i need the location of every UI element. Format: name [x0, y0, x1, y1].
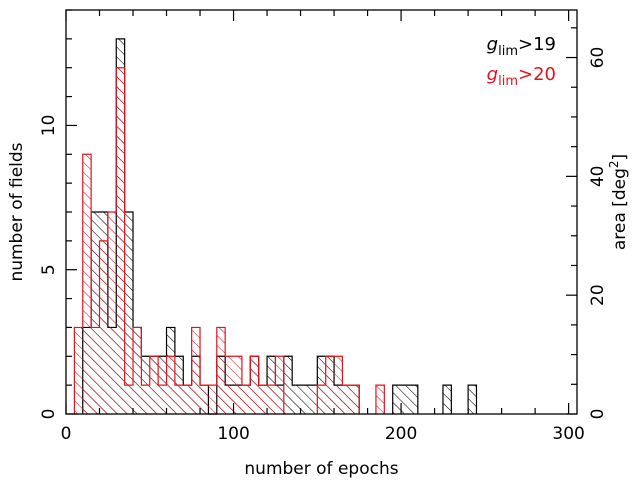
histogram-bar	[107, 212, 117, 414]
histogram-bar	[375, 385, 385, 414]
legend-symbol-main: g	[487, 34, 498, 55]
y2-axis-title-close: ]	[610, 154, 630, 161]
histogram-bar	[74, 327, 83, 414]
x-tick-label: 300	[552, 424, 584, 444]
histogram-bar	[283, 356, 293, 414]
histogram-bar	[183, 385, 192, 414]
y2-tick-label: 20	[588, 284, 608, 306]
legend-symbol-sub: lim	[498, 44, 518, 59]
histogram-bar	[250, 356, 259, 414]
histogram-bar	[141, 385, 150, 414]
y2-axis-title-sup: 2	[607, 160, 621, 168]
x-tick-label: 0	[61, 424, 72, 444]
histogram-bar	[166, 356, 175, 414]
histogram-bar	[200, 385, 209, 414]
legend-symbol-main: g	[487, 64, 498, 85]
histogram-bar	[468, 385, 477, 414]
histogram-bar	[216, 327, 226, 414]
histogram-bar	[350, 385, 360, 414]
legend-symbol-rest: >20	[518, 64, 556, 85]
histogram-bar	[225, 356, 234, 414]
legend-entry-glim19: glim>19	[487, 34, 556, 59]
histogram-bar	[133, 327, 142, 414]
y-tick-label: 10	[39, 115, 59, 137]
histogram-bar	[267, 385, 276, 414]
series-1	[73, 67, 385, 415]
y2-axis-title: area [deg2]	[607, 154, 630, 250]
histogram-bar	[116, 67, 125, 414]
legend: glim>19 glim>20	[487, 34, 556, 89]
histogram-bar	[191, 327, 201, 414]
histogram-bar	[99, 240, 108, 414]
series-layer	[73, 38, 478, 415]
histogram-bar	[174, 385, 184, 414]
histogram-bar	[392, 385, 418, 414]
histogram-bar	[442, 385, 452, 414]
histogram-bar	[124, 385, 134, 414]
histogram-bar	[82, 154, 92, 415]
histogram-bar	[91, 327, 100, 414]
histogram-bar	[275, 356, 284, 414]
histogram-bar	[158, 385, 167, 414]
histogram-bar	[342, 385, 351, 414]
legend-symbol-sub: lim	[498, 74, 518, 89]
y-tick-label: 0	[39, 409, 59, 420]
y-tick-label: 5	[39, 264, 59, 275]
y2-tick-label: 0	[588, 409, 608, 420]
histogram-outline	[73, 67, 385, 414]
legend-entry-glim20: glim>20	[487, 64, 556, 89]
histogram-bar	[317, 385, 326, 414]
y-axis-title: number of fields	[7, 142, 27, 281]
histogram-bar	[292, 385, 318, 414]
plot-frame	[65, 9, 578, 415]
y2-axis-title-unit: [deg	[610, 168, 630, 207]
legend-symbol-rest: >19	[518, 34, 556, 55]
histogram-bar	[325, 356, 343, 414]
histogram-bar	[149, 356, 159, 414]
x-tick-label: 200	[385, 424, 417, 444]
y2-axis-title-prefix: area	[610, 207, 630, 250]
histogram-bar	[258, 385, 268, 414]
y2-tick-label: 40	[588, 166, 608, 188]
histogram-bar	[124, 212, 134, 414]
histogram-bar	[233, 356, 242, 414]
x-tick-label: 100	[217, 424, 249, 444]
y2-tick-label: 60	[588, 47, 608, 69]
histogram-bar	[208, 385, 217, 414]
histogram-bar	[241, 385, 251, 414]
x-axis-title: number of epochs	[244, 459, 398, 479]
